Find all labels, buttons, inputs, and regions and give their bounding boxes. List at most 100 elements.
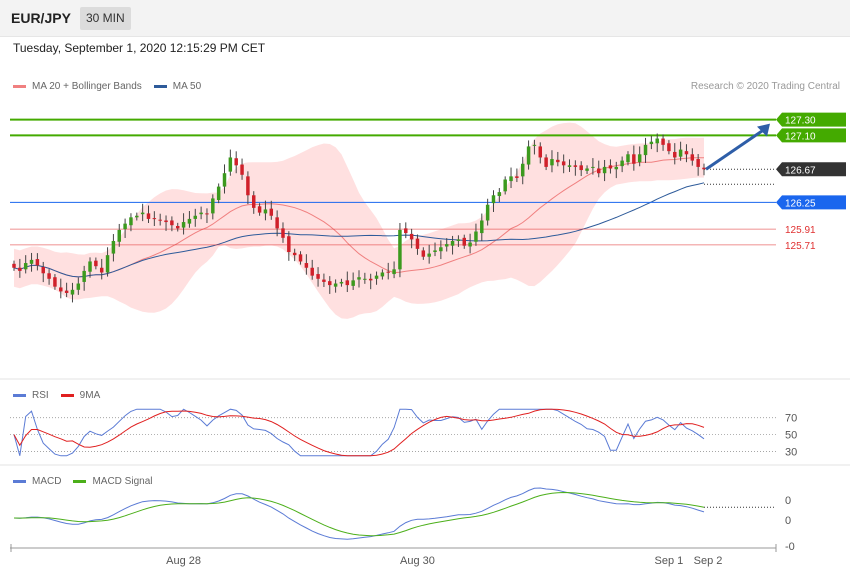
candle-body [538,146,543,158]
candle-body [345,280,350,286]
candle [304,254,309,275]
legend-swatch [153,85,167,88]
candle-body [585,168,589,171]
candle [655,133,659,153]
candle [392,261,396,279]
candle-body [673,151,677,158]
candle [684,144,689,163]
candle-body [269,208,274,216]
candle [573,160,578,176]
level-tag [776,195,846,210]
candle-body [292,252,297,256]
candle [468,233,472,254]
interval-button[interactable]: 30 MIN [80,7,131,30]
candle [433,242,437,257]
candle [328,276,332,294]
candle-body [602,166,607,174]
candle [287,231,291,261]
candle-body [53,277,57,287]
candle-body [667,143,671,152]
candle-body [456,239,461,241]
legend-swatch [13,85,26,88]
candle [158,213,162,226]
symbol-label: EUR/JPY [11,10,71,26]
candle-body [614,166,619,170]
candle [351,272,355,290]
candle [421,247,426,260]
candle [211,194,215,220]
candle-body [532,144,537,146]
candle-body [23,263,28,270]
candle-body [310,267,314,276]
candle [567,159,572,172]
candle-body [620,160,624,167]
candle-body [152,218,157,220]
candle [363,272,367,284]
candle-body [608,165,613,169]
candle-body [462,237,466,246]
candle-body [275,217,279,229]
macd-legend: MACD MACD Signal [13,476,164,487]
candle [29,252,34,272]
candle [94,257,98,270]
candle [345,271,350,293]
candle-body [175,226,180,229]
candle-body [561,161,566,166]
level-label: 127.10 [785,131,816,142]
candle-body [111,240,116,254]
candle [579,161,583,177]
candle-body [199,212,203,215]
candle [12,260,16,271]
candle-body [439,247,443,252]
candle-body [520,163,525,177]
candle [643,137,648,163]
candle [64,282,69,298]
candle [88,257,92,278]
candle [187,211,192,228]
candle-body [556,159,560,163]
candle [129,213,133,232]
candle-body [140,212,145,215]
level-label: 125.71 [785,241,816,252]
candle [216,183,221,204]
bollinger-band [14,122,704,319]
candle [602,159,607,182]
candle [47,269,51,285]
candle [632,145,636,171]
candle-body [684,151,689,155]
candle-body [433,250,437,252]
candle-body [211,198,215,214]
candle [427,244,431,264]
candle [292,248,297,262]
rsi-tick-label: 30 [785,447,797,459]
candle [497,188,502,203]
candle-body [386,271,390,273]
candle [509,167,513,189]
candle [53,274,57,290]
candle [386,262,390,280]
candle [532,139,537,155]
candle-body [404,228,408,234]
candle [263,200,268,221]
candle-body [503,179,507,192]
candle-body [626,154,630,163]
candle-body [94,260,98,267]
candle [608,159,613,174]
candle [409,228,414,249]
candle-body [415,238,420,249]
candle-body [129,217,133,226]
candle-body [222,173,227,187]
level-pivot: 126.25 [10,195,846,210]
candle [41,261,45,283]
candle-body [427,253,431,257]
candle [222,164,227,194]
candle [333,279,338,293]
candle [181,213,186,235]
candle [398,223,402,278]
candle [667,140,671,155]
macd-signal-line [13,491,705,537]
candle-body [339,281,344,284]
chart-header: EUR/JPY 30 MIN [0,0,850,37]
candle-body [263,209,268,214]
candle [35,253,40,271]
